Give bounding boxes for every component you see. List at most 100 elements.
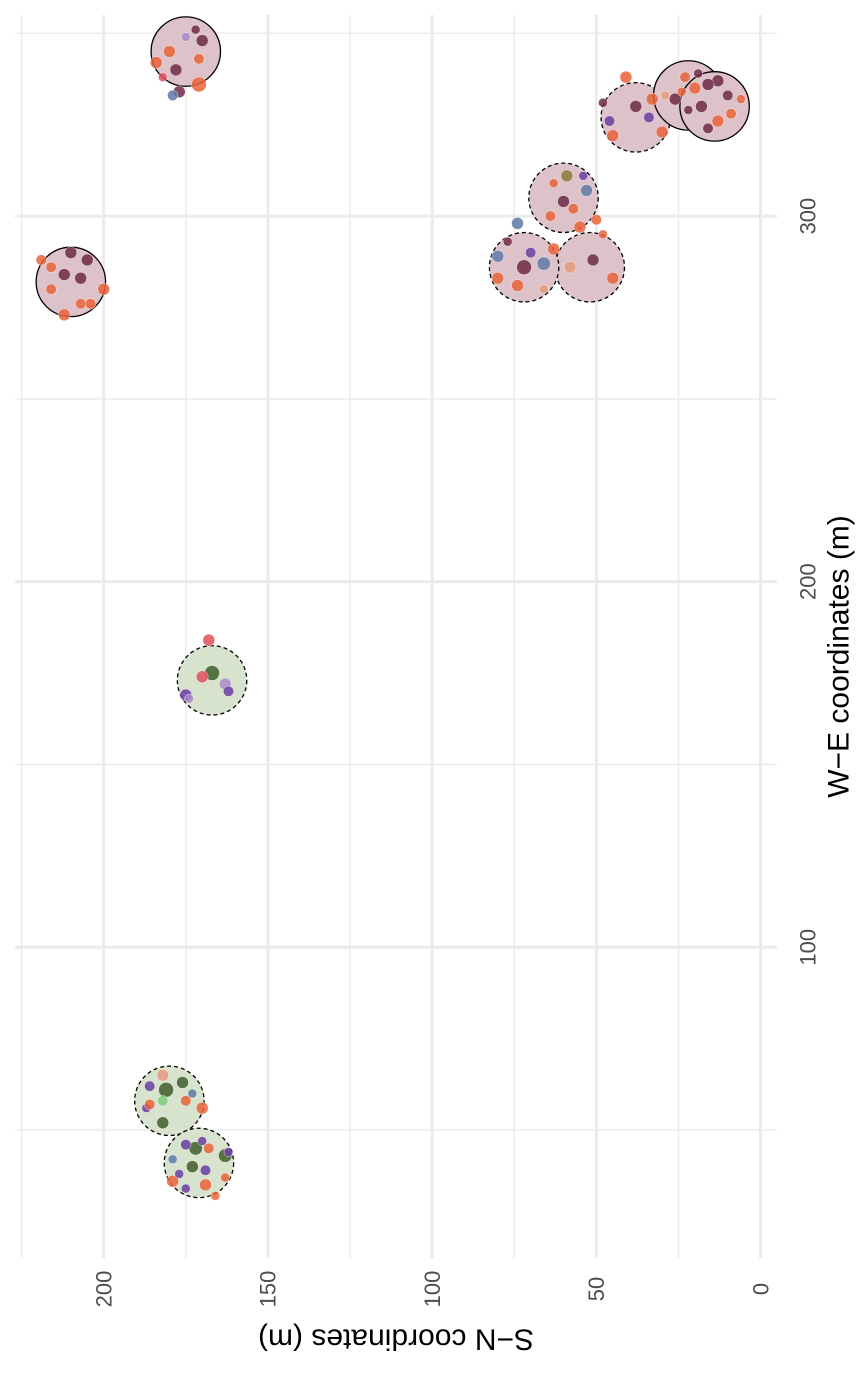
tree-point — [573, 220, 587, 234]
tree-point — [606, 129, 619, 142]
tree-point — [557, 195, 570, 208]
tree-point — [169, 63, 183, 77]
y-axis-title: S−N coordinates (m) — [258, 1323, 534, 1356]
tree-point — [679, 71, 691, 83]
x-tick-label: 300 — [796, 198, 821, 235]
tree-point — [156, 1069, 170, 1082]
tree-point — [580, 184, 593, 197]
tree-point — [502, 236, 513, 247]
tree-point — [567, 203, 579, 215]
y-tick-label: 150 — [256, 1271, 281, 1308]
tree-point — [35, 254, 47, 266]
tree-point — [184, 693, 194, 704]
tree-point — [590, 214, 602, 226]
tree-point — [75, 298, 87, 310]
tree-point — [157, 1095, 169, 1107]
tree-point — [190, 24, 201, 35]
tree-point — [560, 169, 573, 183]
tree-point — [516, 259, 532, 275]
tree-point — [702, 122, 714, 134]
plot-circle — [134, 1065, 205, 1137]
plot-circles — [35, 16, 750, 1199]
tree-point — [606, 272, 619, 285]
tree-point — [97, 282, 110, 296]
tree-points — [35, 24, 746, 1201]
tree-point — [187, 1088, 198, 1099]
x-tick-label: 200 — [796, 563, 821, 600]
tree-point — [193, 53, 205, 65]
tree-point — [45, 261, 57, 273]
tree-point — [58, 308, 71, 321]
tree-point — [174, 1169, 184, 1179]
tree-point — [180, 1139, 192, 1151]
y-tick-label: 50 — [584, 1277, 609, 1301]
tree-point — [220, 1172, 230, 1183]
tree-point — [202, 633, 215, 647]
tree-point — [64, 246, 78, 259]
tree-point — [604, 115, 615, 127]
tree-point — [199, 1178, 212, 1192]
grid — [15, 15, 777, 1258]
tree-point — [586, 253, 600, 267]
tree-point — [491, 250, 505, 263]
tree-point — [722, 89, 734, 101]
tree-point — [186, 1160, 199, 1173]
tree-point — [200, 1164, 211, 1176]
tree-point — [223, 685, 234, 697]
tree-point — [167, 89, 179, 101]
tree-point — [181, 1183, 191, 1194]
tree-point — [196, 1101, 209, 1115]
tree-point — [166, 1175, 179, 1188]
tree-point — [536, 256, 551, 271]
tree-point — [150, 56, 163, 69]
y-tick-label: 0 — [748, 1283, 773, 1295]
tree-point — [158, 1082, 174, 1098]
tree-point — [223, 1147, 234, 1157]
tree-point — [180, 1095, 192, 1107]
tree-point — [525, 247, 537, 259]
tree-point — [511, 279, 524, 292]
tree-point — [539, 284, 549, 294]
tree-point — [660, 90, 671, 101]
tree-point — [144, 1099, 156, 1110]
tree-point — [45, 283, 57, 295]
tree-point — [191, 76, 207, 93]
tree-point — [645, 92, 659, 106]
tree-point — [210, 1191, 221, 1201]
tree-point — [563, 261, 577, 274]
x-tick-labels: 100 200 300 — [796, 198, 821, 966]
tree-point — [81, 253, 94, 267]
tree-point — [548, 178, 559, 188]
y-tick-label: 200 — [91, 1271, 116, 1308]
tree-point — [85, 298, 96, 310]
tree-point — [167, 1154, 178, 1164]
tree-point — [58, 268, 71, 281]
x-tick-label: 100 — [796, 929, 821, 966]
tree-point — [181, 32, 191, 42]
tree-point — [695, 100, 708, 113]
tree-point — [598, 229, 608, 240]
tree-point — [547, 242, 560, 256]
tree-point — [619, 70, 633, 84]
tree-point — [203, 1142, 215, 1154]
tree-point — [196, 34, 209, 47]
tree-point — [196, 670, 209, 683]
tree-point — [156, 1116, 170, 1129]
tree-point — [491, 272, 505, 285]
tree-point — [629, 100, 642, 113]
tree-point — [677, 87, 687, 97]
tree-point — [643, 111, 655, 123]
tree-point — [598, 98, 608, 108]
tree-point — [176, 1076, 189, 1089]
tree-point — [544, 210, 556, 222]
tree-point — [158, 72, 168, 82]
tree-point — [693, 68, 703, 79]
x-axis-title: W−E coordinates (m) — [823, 515, 856, 798]
tree-point — [74, 272, 87, 285]
tree-point — [711, 114, 725, 128]
tree-point — [668, 92, 682, 106]
tree-point — [725, 108, 737, 120]
tree-point — [144, 1080, 156, 1092]
tree-point — [688, 81, 702, 95]
